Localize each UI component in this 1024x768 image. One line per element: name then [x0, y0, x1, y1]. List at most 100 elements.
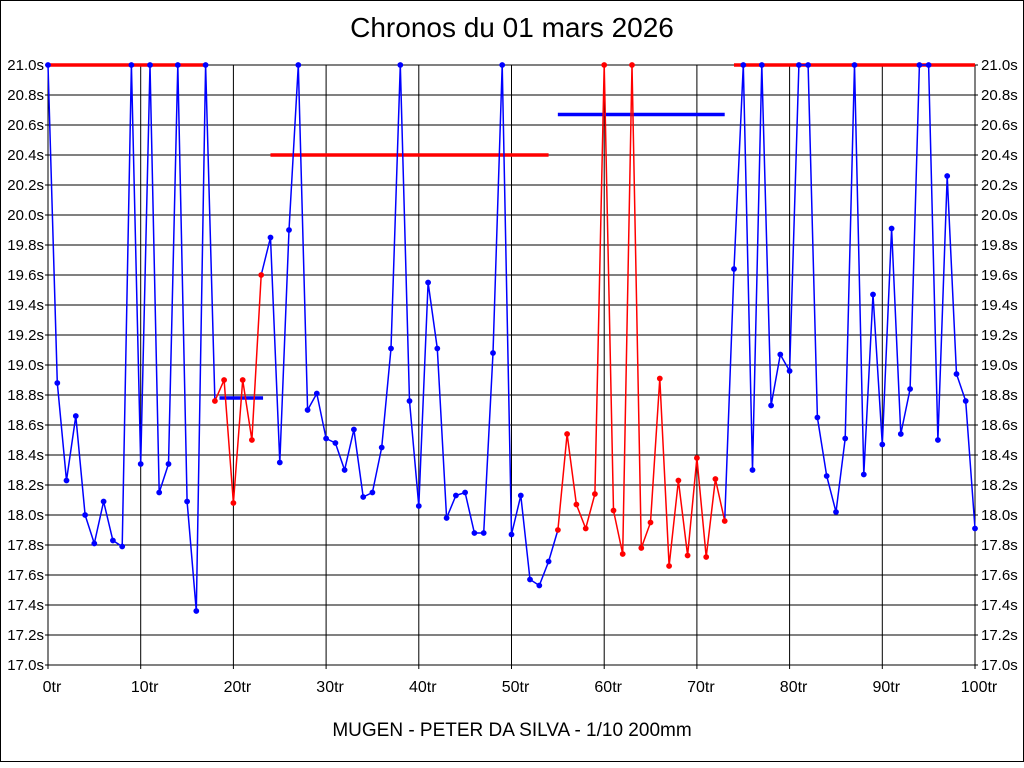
data-point [388, 345, 394, 352]
data-point [54, 380, 61, 386]
y-tick-label-right: 18.4s [981, 447, 1018, 464]
y-tick-label-left: 18.6s [7, 417, 44, 434]
x-tick-label: 10tr [131, 679, 159, 696]
y-tick-label-right: 17.4s [981, 597, 1018, 614]
data-point [656, 375, 663, 382]
y-tick-label-right: 20.0s [981, 207, 1018, 224]
data-point [397, 62, 404, 68]
data-point [184, 498, 191, 505]
data-point [193, 608, 200, 614]
series-line-blue [723, 64, 976, 529]
data-point [453, 492, 459, 499]
data-point [777, 351, 784, 358]
data-point [100, 498, 107, 505]
data-point [740, 62, 747, 68]
data-point [369, 489, 376, 496]
data-point [564, 431, 570, 437]
series-line-blue [260, 64, 559, 587]
x-tick-label: 80tr [780, 679, 808, 696]
data-point [137, 461, 144, 467]
y-tick-label-right: 18.2s [981, 477, 1018, 494]
y-tick-label-right: 21.0s [981, 57, 1018, 74]
data-point [165, 461, 172, 467]
data-point [147, 62, 153, 68]
data-point [638, 545, 645, 551]
data-point [712, 476, 719, 482]
y-tick-label-right: 18.8s [981, 387, 1018, 404]
x-tick-label: 0tr [43, 679, 62, 696]
data-point [823, 473, 830, 479]
data-point [72, 413, 79, 419]
data-point [897, 431, 904, 437]
data-point [851, 62, 858, 68]
data-point [156, 489, 163, 496]
y-tick-label-left: 17.2s [7, 627, 44, 644]
data-point [833, 509, 839, 515]
data-point [749, 467, 756, 473]
y-tick-label-left: 17.6s [7, 567, 44, 584]
y-tick-label-right: 19.0s [981, 357, 1018, 374]
y-tick-label-left: 21.0s [7, 57, 44, 74]
data-point [545, 558, 552, 565]
y-tick-label-right: 20.8s [981, 87, 1018, 104]
y-tick-label-right: 17.6s [981, 567, 1018, 584]
data-point [258, 272, 265, 278]
series-line-red [214, 274, 262, 504]
data-point [527, 576, 533, 583]
data-point [471, 530, 478, 536]
data-point [972, 525, 978, 532]
chart-caption: MUGEN - PETER DA SILVA - 1/10 200mm [332, 720, 692, 741]
data-point [91, 540, 98, 547]
y-tick-label-right: 20.2s [981, 177, 1018, 194]
data-point [341, 467, 348, 473]
data-point [332, 440, 339, 446]
data-point [694, 455, 700, 461]
y-tick-label-left: 18.2s [7, 477, 44, 494]
data-point [647, 519, 654, 526]
x-tick-label: 50tr [502, 679, 530, 696]
x-tick-label: 60tr [594, 679, 622, 696]
data-point [304, 407, 311, 413]
y-tick-label-right: 18.0s [981, 507, 1018, 524]
data-point [703, 554, 710, 560]
y-tick-label-right: 17.8s [981, 537, 1018, 554]
x-tick-label: 20tr [224, 679, 252, 696]
data-point [721, 518, 728, 524]
data-point [582, 525, 589, 532]
data-point [434, 345, 441, 352]
data-point [508, 531, 515, 538]
x-tick-label: 70tr [687, 679, 715, 696]
data-point [666, 563, 672, 569]
data-point [731, 266, 737, 272]
y-tick-label-right: 19.8s [981, 237, 1018, 254]
y-tick-label-right: 18.6s [981, 417, 1018, 434]
data-point [888, 225, 895, 232]
data-point [490, 350, 496, 356]
data-point [239, 377, 246, 383]
data-point [592, 491, 598, 497]
data-point [944, 173, 951, 179]
y-tick-label-right: 19.6s [981, 267, 1018, 284]
data-point [758, 62, 765, 68]
y-tick-label-right: 19.2s [981, 327, 1018, 344]
y-tick-label-left: 19.4s [7, 297, 44, 314]
data-point [202, 62, 209, 68]
data-point [174, 62, 181, 68]
data-point [323, 435, 329, 442]
y-tick-label-left: 19.2s [7, 327, 44, 344]
y-tick-label-left: 17.4s [7, 597, 44, 614]
data-point [629, 62, 635, 68]
x-tick-label: 100tr [961, 679, 998, 696]
data-point [879, 441, 886, 448]
y-tick-label-left: 18.0s [7, 507, 44, 524]
data-point [480, 530, 487, 536]
data-point [351, 426, 357, 433]
y-tick-label-left: 19.0s [7, 357, 44, 374]
data-point [768, 402, 774, 409]
data-point [870, 291, 876, 298]
y-tick-label-left: 19.6s [7, 267, 44, 284]
y-tick-label-left: 20.8s [7, 87, 44, 104]
data-point [842, 435, 849, 442]
data-point [406, 398, 413, 404]
y-tick-label-left: 20.2s [7, 177, 44, 194]
